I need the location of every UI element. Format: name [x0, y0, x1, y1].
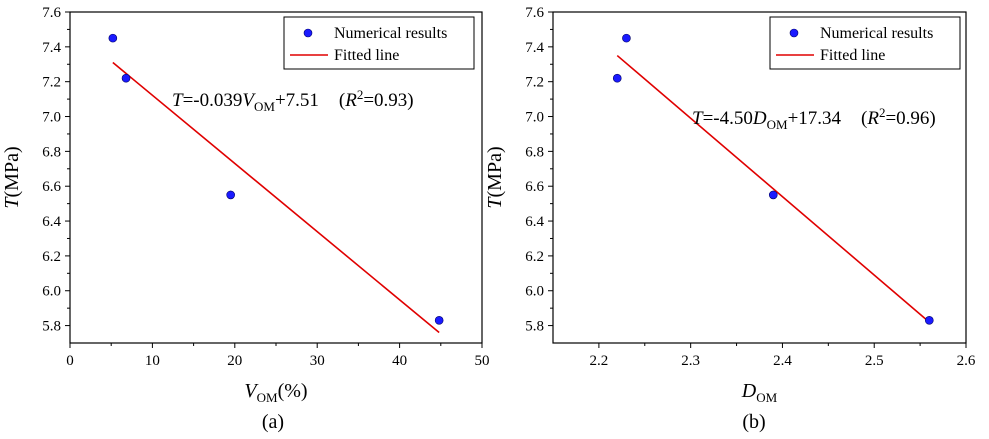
y-tick-label: 6.4 — [42, 214, 61, 230]
legend-label-points: Numerical results — [334, 25, 447, 42]
y-tick-label: 7.2 — [525, 75, 544, 91]
eq-var-t: T — [172, 90, 184, 111]
y-tick-label: 7.4 — [525, 40, 544, 56]
y-tick-label: 6.6 — [42, 179, 61, 195]
eq-var-sub: OM — [767, 117, 788, 132]
eq-var-sub: OM — [254, 99, 275, 114]
y-axis-label: T(MPa) — [1, 146, 23, 208]
y-tick-label: 6.4 — [525, 214, 544, 230]
fitted-line — [616, 54, 930, 323]
y-label-var: T — [484, 196, 506, 209]
chart-panel-a: 0 10 20 30 40 50 5.8 6.0 6.2 6.4 6.6 6.8 7.0 7.2 7.4 7.… — [1, 5, 490, 433]
x-label-sub: OM — [257, 390, 278, 405]
x-axis-label: VOM(%) — [244, 380, 307, 405]
x-tick-label: 30 — [310, 353, 325, 369]
y-tick-label: 6.8 — [525, 144, 544, 160]
eq-var: D — [752, 108, 767, 129]
y-tick-label: 7.6 — [525, 5, 544, 21]
fitted-line — [112, 61, 440, 334]
x-tick-label: 2.3 — [681, 353, 700, 369]
eq-intercept: +17.34 — [788, 108, 842, 129]
eq-r2-sup: 2 — [357, 87, 364, 102]
x-tick-label: 2.6 — [957, 353, 976, 369]
fit-equation: T=-4.50DOM+17.34 (R2=0.96) — [692, 105, 936, 132]
x-label-var: V — [244, 380, 259, 402]
data-point — [108, 33, 118, 43]
y-tick-label: 7.0 — [42, 110, 61, 126]
y-tick-label: 6.6 — [525, 179, 544, 195]
y-axis-label: T(MPa) — [484, 146, 506, 208]
eq-coef: =-0.039 — [183, 90, 243, 111]
legend-label-points: Numerical results — [820, 25, 933, 42]
eq-r2-open: ( — [861, 108, 867, 129]
eq-intercept: +7.51 — [275, 90, 319, 111]
y-tick-label: 7.2 — [42, 75, 61, 91]
x-tick-label: 50 — [475, 353, 490, 369]
data-point — [434, 316, 444, 325]
legend-box — [769, 16, 961, 70]
x-label-unit: (%) — [278, 380, 308, 402]
chart-panel-b: 2.2 2.3 2.4 2.5 2.6 5.8 6.0 6.2 6.4 6.6 6.8 7.0 7.2 7… — [484, 5, 976, 433]
eq-r2-value: =0.96) — [885, 108, 935, 129]
legend-label-fit: Fitted line — [820, 47, 885, 64]
x-axis-label: DOM — [741, 380, 778, 405]
y-tick-label: 6.0 — [42, 284, 61, 300]
eq-r2-open: ( — [339, 90, 345, 111]
y-tick-label: 5.8 — [42, 319, 61, 335]
legend-marker-points — [303, 28, 313, 38]
y-label-unit: (MPa) — [1, 146, 23, 197]
x-tick-label: 10 — [145, 353, 160, 369]
y-label-var: T — [1, 196, 23, 209]
x-tick-label: 40 — [392, 353, 407, 369]
x-tick-label: 2.5 — [865, 353, 884, 369]
plot-frame — [552, 11, 967, 344]
y-tick-label: 7.0 — [525, 110, 544, 126]
eq-r2-sup: 2 — [879, 105, 886, 120]
eq-r2-var: R — [866, 108, 879, 129]
data-point — [121, 73, 131, 83]
y-tick-label: 7.4 — [42, 40, 61, 56]
data-point — [768, 190, 778, 200]
data-point — [622, 33, 631, 43]
y-tick-label: 6.0 — [525, 284, 544, 300]
legend-label-fit: Fitted line — [334, 47, 399, 64]
eq-var: V — [242, 90, 256, 111]
y-tick-label: 7.6 — [42, 5, 61, 21]
panel-caption: (b) — [742, 411, 765, 433]
legend-box — [283, 16, 475, 70]
eq-var-t: T — [692, 108, 704, 129]
y-tick-label: 6.2 — [525, 249, 544, 265]
y-label-unit: (MPa) — [484, 146, 506, 197]
panel-caption: (a) — [262, 411, 284, 433]
data-point — [226, 190, 235, 200]
x-tick-label: 2.4 — [773, 353, 792, 369]
fit-equation: T=-0.039VOM+7.51 (R2=0.93) — [172, 87, 414, 114]
eq-coef: =-4.50 — [703, 108, 753, 129]
y-tick-label: 5.8 — [525, 319, 544, 335]
x-label-sub: OM — [756, 390, 777, 405]
y-tick-label: 6.8 — [42, 144, 61, 160]
x-tick-label: 2.2 — [590, 353, 609, 369]
eq-r2-var: R — [344, 90, 357, 111]
data-point — [612, 73, 622, 83]
x-tick-label: 20 — [227, 353, 242, 369]
legend-marker-points — [789, 28, 799, 38]
y-tick-label: 6.2 — [42, 249, 61, 265]
data-point — [924, 316, 934, 325]
x-label-var: D — [741, 380, 757, 402]
eq-r2-value: =0.93) — [363, 90, 413, 111]
x-tick-label: 0 — [66, 353, 74, 369]
